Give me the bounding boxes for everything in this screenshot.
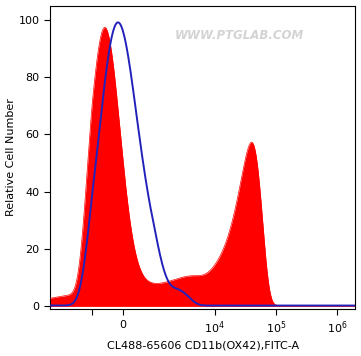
Text: WWW.PTGLAB.COM: WWW.PTGLAB.COM (175, 30, 304, 42)
X-axis label: CL488-65606 CD11b(OX42),FITC-A: CL488-65606 CD11b(OX42),FITC-A (106, 340, 299, 350)
Y-axis label: Relative Cell Number: Relative Cell Number (5, 99, 16, 216)
